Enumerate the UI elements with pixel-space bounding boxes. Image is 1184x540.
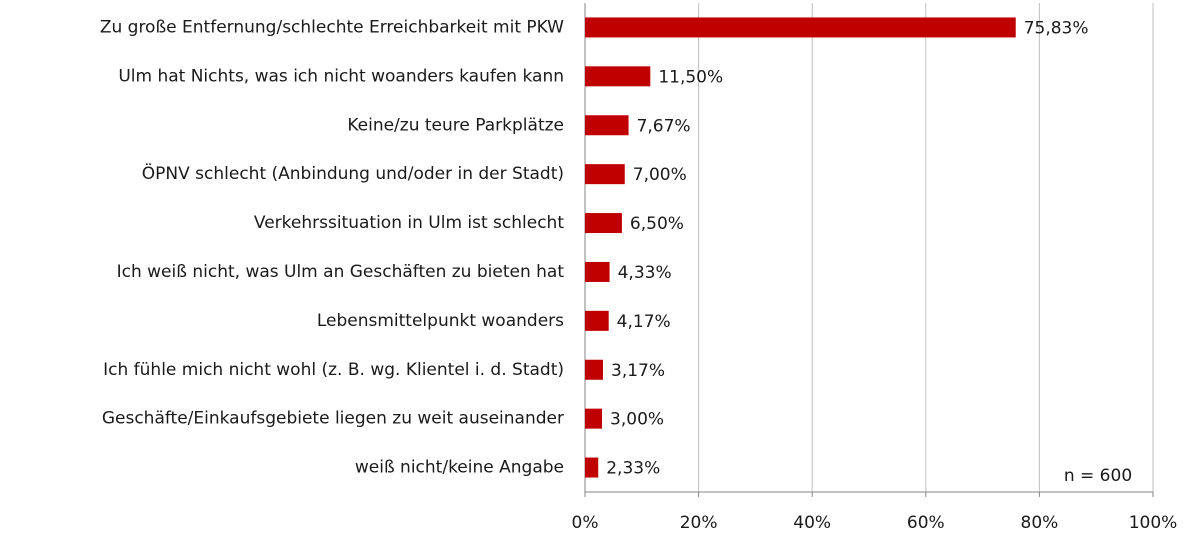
x-tick-label: 80%	[1021, 513, 1059, 533]
y-tick-label: Ulm hat Nichts, was ich nicht woanders k…	[118, 66, 564, 86]
bar	[585, 359, 604, 380]
y-tick-label: Zu große Entfernung/schlechte Erreichbar…	[100, 17, 564, 37]
x-tick-label: 100%	[1129, 513, 1178, 533]
y-tick-label: Verkehrssituation in Ulm ist schlecht	[254, 213, 564, 233]
bar	[585, 66, 651, 87]
value-label: 75,83%	[1024, 18, 1089, 38]
bar	[585, 164, 625, 185]
bar	[585, 457, 599, 478]
y-tick-label: Ich weiß nicht, was Ulm an Geschäften zu…	[117, 262, 565, 282]
bar	[585, 115, 629, 136]
bar	[585, 310, 609, 331]
bar	[585, 17, 1016, 38]
value-label: 7,00%	[633, 165, 687, 185]
y-tick-label: Lebensmittelpunkt woanders	[317, 311, 564, 331]
value-label: 3,17%	[611, 361, 665, 381]
annotation: n = 600	[1064, 466, 1132, 486]
value-label: 11,50%	[658, 67, 723, 87]
x-tick-label: 0%	[572, 513, 599, 533]
value-label: 4,33%	[618, 263, 672, 283]
value-label: 2,33%	[606, 459, 660, 479]
x-tick-label: 20%	[680, 513, 718, 533]
y-tick-label: weiß nicht/keine Angabe	[355, 458, 564, 478]
x-tick-label: 60%	[907, 513, 945, 533]
y-tick-label: Ich fühle mich nicht wohl (z. B. wg. Kli…	[103, 360, 564, 380]
value-label: 7,67%	[637, 116, 691, 136]
y-tick-label: ÖPNV schlecht (Anbindung und/oder in der…	[142, 162, 564, 184]
annotation-box	[1059, 458, 1137, 492]
y-tick-label: Keine/zu teure Parkplätze	[347, 115, 564, 135]
bar	[585, 213, 622, 234]
y-tick-label: Geschäfte/Einkaufsgebiete liegen zu weit…	[102, 409, 564, 429]
value-label: 4,17%	[617, 312, 671, 332]
value-label: 3,00%	[610, 410, 664, 430]
value-label: 6,50%	[630, 214, 684, 234]
x-tick-label: 40%	[793, 513, 831, 533]
bar	[585, 408, 603, 429]
bar	[585, 261, 610, 282]
